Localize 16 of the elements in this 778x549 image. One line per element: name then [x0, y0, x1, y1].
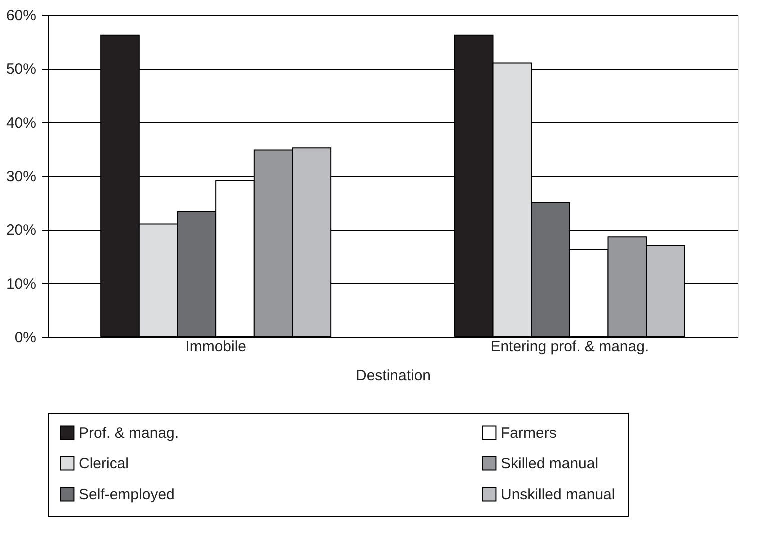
y-tick-label: 10% — [6, 276, 36, 293]
legend-label: Clerical — [79, 456, 130, 472]
legend-label: Unskilled manual — [501, 486, 616, 504]
y-tick-label: 40% — [6, 114, 36, 132]
legend-label: Prof. & manag. — [79, 424, 180, 442]
x-tick-label: Immobile — [186, 338, 247, 356]
y-tick-label: 50% — [6, 61, 36, 78]
y-tick-label: 30% — [6, 168, 36, 186]
x-axis-title: Destination — [356, 368, 432, 384]
y-tick-label: 0% — [14, 330, 36, 346]
legend-label: Self-employed — [79, 486, 175, 504]
x-tick-label: Entering prof. & manag. — [490, 338, 650, 356]
legend-label: Skilled manual — [501, 456, 599, 472]
legend-label: Farmers — [501, 424, 557, 442]
y-tick-label: 20% — [6, 222, 36, 240]
y-tick-label: 60% — [6, 8, 36, 24]
